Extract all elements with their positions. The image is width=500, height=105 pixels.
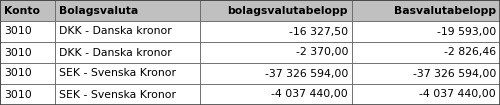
Text: -37 326 594,00: -37 326 594,00 bbox=[264, 68, 348, 79]
Bar bbox=[352, 42, 500, 63]
Bar bbox=[200, 0, 352, 21]
Bar bbox=[0, 0, 55, 21]
Bar bbox=[352, 21, 500, 42]
Text: 3010: 3010 bbox=[4, 26, 32, 37]
Text: 3010: 3010 bbox=[4, 47, 32, 58]
Bar bbox=[55, 21, 200, 42]
Text: SEK - Svenska Kronor: SEK - Svenska Kronor bbox=[59, 68, 176, 79]
Bar bbox=[352, 63, 500, 84]
Bar bbox=[0, 84, 55, 105]
Text: Basvalutabelopp: Basvalutabelopp bbox=[394, 5, 496, 16]
Text: -37 326 594,00: -37 326 594,00 bbox=[412, 68, 496, 79]
Text: -2 370,00: -2 370,00 bbox=[296, 47, 348, 58]
Text: Konto: Konto bbox=[4, 5, 40, 16]
Bar bbox=[200, 84, 352, 105]
Text: -16 327,50: -16 327,50 bbox=[289, 26, 348, 37]
Bar bbox=[200, 21, 352, 42]
Text: DKK - Danska kronor: DKK - Danska kronor bbox=[59, 47, 172, 58]
Text: -2 826,46: -2 826,46 bbox=[444, 47, 496, 58]
Bar bbox=[352, 0, 500, 21]
Bar bbox=[200, 63, 352, 84]
Bar bbox=[200, 42, 352, 63]
Text: Bolagsvaluta: Bolagsvaluta bbox=[59, 5, 138, 16]
Bar bbox=[0, 42, 55, 63]
Bar bbox=[55, 42, 200, 63]
Text: bolagsvalutabelopp: bolagsvalutabelopp bbox=[228, 5, 348, 16]
Bar bbox=[0, 21, 55, 42]
Text: -4 037 440,00: -4 037 440,00 bbox=[271, 89, 348, 100]
Bar bbox=[55, 84, 200, 105]
Text: DKK - Danska kronor: DKK - Danska kronor bbox=[59, 26, 172, 37]
Bar bbox=[55, 0, 200, 21]
Bar bbox=[352, 84, 500, 105]
Text: 3010: 3010 bbox=[4, 89, 32, 100]
Text: -19 593,00: -19 593,00 bbox=[437, 26, 496, 37]
Text: SEK - Svenska Kronor: SEK - Svenska Kronor bbox=[59, 89, 176, 100]
Bar bbox=[55, 63, 200, 84]
Bar bbox=[0, 63, 55, 84]
Text: -4 037 440,00: -4 037 440,00 bbox=[419, 89, 496, 100]
Text: 3010: 3010 bbox=[4, 68, 32, 79]
